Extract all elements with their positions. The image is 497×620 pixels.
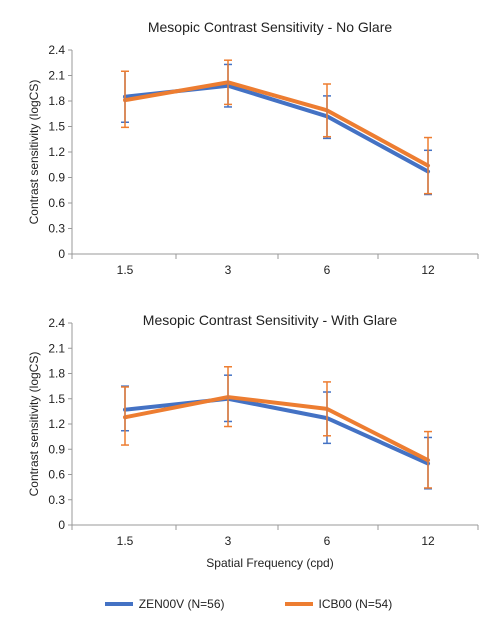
y-tick-label-0-6: 1.8 [48, 94, 65, 108]
x-tick-label-0-3: 12 [421, 263, 435, 277]
series-line-0-1 [123, 80, 430, 168]
figure-canvas: Mesopic Contrast Sensitivity - No Glare 0… [27, 19, 479, 570]
y-tick-label-0-0: 0 [58, 247, 65, 261]
y-tick-label-1-4: 1.2 [48, 417, 65, 431]
y-tick-label-0-5: 1.5 [48, 120, 65, 134]
legend-item-icb00: ICB00 (N=54) [284, 597, 393, 611]
y-tick-label-0-3: 0.9 [48, 171, 65, 185]
y-tick-label-1-7: 2.1 [48, 341, 65, 355]
x-tick-label-0-0: 1.5 [117, 263, 134, 277]
y-tick-label-1-5: 1.5 [48, 392, 65, 406]
series-line-1-1 [123, 395, 430, 463]
y-tick-label-1-3: 0.9 [48, 442, 65, 456]
x-tick-label-0-2: 6 [324, 263, 331, 277]
y-tick-label-0-4: 1.2 [48, 145, 65, 159]
x-tick-label-1-3: 12 [421, 534, 435, 548]
chart-title-0: Mesopic Contrast Sensitivity - No Glare [148, 19, 393, 35]
legend-label-zen00v: ZEN00V (N=56) [138, 597, 225, 611]
chart-legend: ZEN00V (N=56) ICB00 (N=54) [0, 592, 497, 616]
legend-item-zen00v: ZEN00V (N=56) [104, 597, 225, 611]
y-axis-label-1: Contrast sensitivity (logCS) [27, 352, 41, 497]
legend-swatch-zen00v [104, 602, 133, 606]
y-axis-label-0: Contrast sensitivity (logCS) [27, 80, 41, 225]
y-tick-label-1-8: 2.4 [48, 316, 65, 330]
y-tick-label-1-0: 0 [58, 518, 65, 532]
x-tick-label-0-1: 3 [225, 263, 232, 277]
y-tick-label-0-8: 2.4 [48, 43, 65, 57]
legend-label-icb00: ICB00 (N=54) [318, 597, 393, 611]
series-line-1-0 [123, 396, 430, 466]
y-tick-label-0-2: 0.6 [48, 196, 65, 210]
legend-swatch-icb00 [284, 602, 313, 606]
x-tick-label-1-2: 6 [324, 534, 331, 548]
y-tick-label-0-1: 0.3 [48, 222, 65, 236]
y-tick-label-1-6: 1.8 [48, 367, 65, 381]
y-tick-label-1-1: 0.3 [48, 493, 65, 507]
y-tick-label-1-2: 0.6 [48, 468, 65, 482]
x-tick-label-1-0: 1.5 [117, 534, 134, 548]
chart-title-1: Mesopic Contrast Sensitivity - With Glar… [143, 312, 398, 328]
x-axis-label-1: Spatial Frequency (cpd) [206, 556, 333, 570]
x-tick-label-1-1: 3 [225, 534, 232, 548]
series-line-0-0 [123, 83, 430, 174]
y-tick-label-0-7: 2.1 [48, 69, 65, 83]
